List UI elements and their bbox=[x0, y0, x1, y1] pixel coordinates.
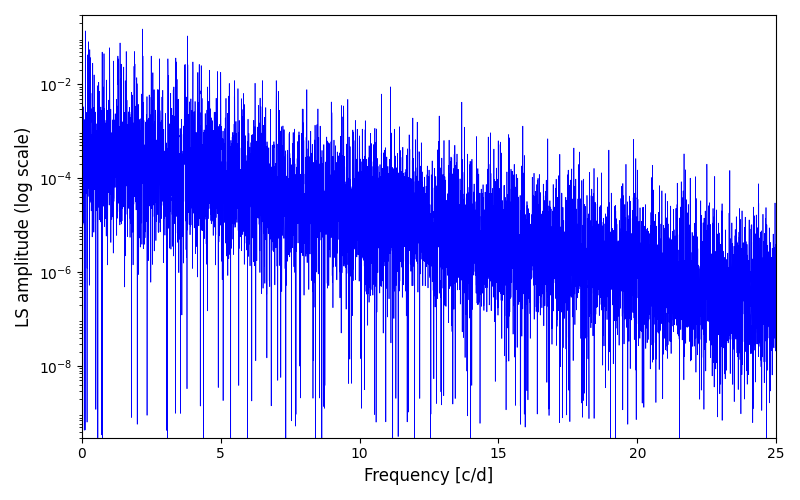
X-axis label: Frequency [c/d]: Frequency [c/d] bbox=[364, 467, 494, 485]
Y-axis label: LS amplitude (log scale): LS amplitude (log scale) bbox=[15, 126, 33, 326]
